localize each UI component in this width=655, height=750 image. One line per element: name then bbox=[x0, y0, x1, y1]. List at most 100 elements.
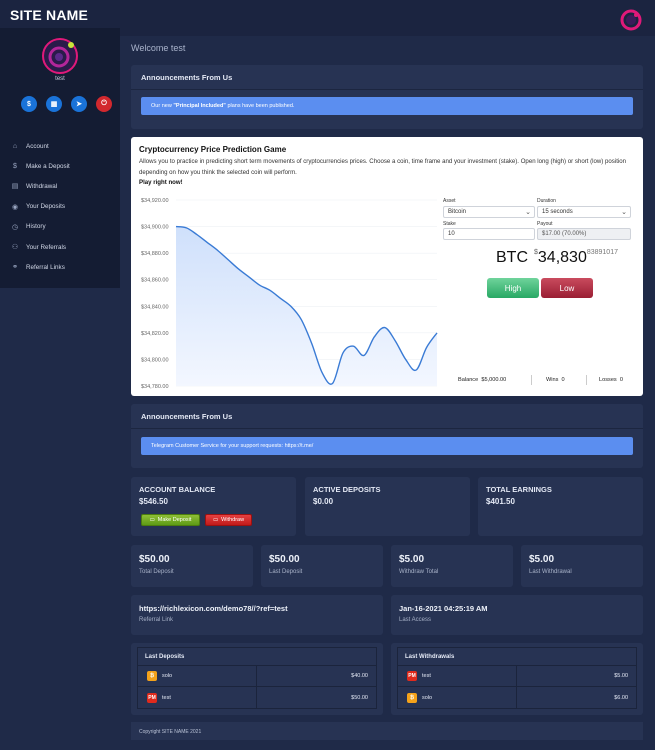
last-withdrawals-table: Last Withdrawals PM test $5.00 ₿ solo $6.0… bbox=[397, 647, 637, 709]
last-deposits-panel: Last Deposits ₿ solo $40.00 PM test $50.00 bbox=[131, 643, 383, 715]
divider bbox=[586, 375, 587, 385]
panel-title: Announcements From Us bbox=[141, 412, 233, 421]
stat-card: $50.00 Last Deposit bbox=[261, 545, 383, 587]
announcement-prefix: Our new bbox=[151, 103, 174, 109]
bitcoin-icon: ₿ bbox=[147, 671, 157, 681]
losses-stat: Losses 0 bbox=[599, 377, 623, 383]
stat-card: $50.00 Total Deposit bbox=[131, 545, 253, 587]
sidebar-item-history[interactable]: ◷ History bbox=[0, 217, 120, 237]
balance-label: Balance bbox=[458, 377, 479, 383]
welcome-heading: Welcome test bbox=[131, 43, 186, 53]
sidebar-item-label: Your Referrals bbox=[26, 243, 67, 251]
row-user: solo bbox=[162, 673, 173, 679]
sidebar-item-your-deposits[interactable]: ◉ Your Deposits bbox=[0, 197, 120, 217]
link-icon: ⚭ bbox=[12, 264, 18, 272]
stat-label: Last Deposit bbox=[269, 569, 303, 575]
divider bbox=[131, 428, 643, 429]
announcement-bold: "Principal Included" bbox=[173, 103, 226, 109]
table-row: PM test $50.00 bbox=[138, 687, 376, 708]
sidebar-nav: ⌂ Account $ Make a Deposit ▤ Withdrawal ◉ Yo… bbox=[0, 136, 120, 277]
last-withdrawals-panel: Last Withdrawals PM test $5.00 ₿ solo $6.0… bbox=[391, 643, 643, 715]
low-button[interactable]: Low bbox=[541, 278, 593, 298]
stake-input[interactable]: 10 bbox=[443, 228, 535, 240]
home-icon: ⌂ bbox=[12, 142, 18, 150]
table-row: ₿ solo $40.00 bbox=[138, 666, 376, 687]
table-row: PM test $5.00 bbox=[398, 666, 636, 687]
referral-link-card: https://richlexicon.com/demo78//?ref=tes… bbox=[131, 595, 383, 635]
make-deposit-label: Make Deposit bbox=[157, 517, 192, 523]
stake-label: Stake bbox=[443, 221, 456, 227]
telegram-icon[interactable]: ➤ bbox=[71, 96, 87, 112]
balance-stat: Balance $5,000.00 bbox=[458, 377, 506, 383]
account-balance-card: ACCOUNT BALANCE $546.50 ▭ Make Deposit ▭ W… bbox=[131, 477, 296, 536]
row-amount: $40.00 bbox=[351, 673, 368, 679]
row-user: test bbox=[162, 694, 171, 701]
sidebar-item-label: Withdrawal bbox=[26, 182, 58, 190]
balance-value: $5,000.00 bbox=[481, 377, 507, 383]
row-amount: $5.00 bbox=[614, 673, 628, 679]
cart-icon: ◉ bbox=[11, 203, 19, 211]
last-access-label: Last Access bbox=[399, 617, 432, 623]
divider bbox=[131, 89, 643, 90]
divider bbox=[531, 375, 532, 385]
row-amount: $6.00 bbox=[614, 694, 628, 701]
wins-stat: Wins 0 bbox=[546, 377, 565, 383]
avatar[interactable] bbox=[42, 38, 78, 74]
table-header: Last Withdrawals bbox=[398, 648, 636, 666]
stat-value: $5.00 bbox=[399, 554, 425, 565]
wallet-icon[interactable]: ▦ bbox=[46, 96, 62, 112]
table-row: ₿ solo $6.00 bbox=[398, 687, 636, 708]
sidebar-item-your-referrals[interactable]: ⚇ Your Referrals bbox=[0, 237, 120, 257]
referral-link-label: Referral Link bbox=[139, 617, 174, 623]
withdraw-button[interactable]: ▭ Withdraw bbox=[205, 514, 252, 526]
y-tick-label: $34,820.00 bbox=[141, 331, 169, 337]
game-cta: Play right now! bbox=[139, 179, 183, 186]
announcements-panel: Announcements From Us Our new "Principal… bbox=[131, 65, 643, 129]
losses-label: Losses bbox=[599, 377, 617, 383]
sidebar-item-withdrawal[interactable]: ▤ Withdrawal bbox=[0, 176, 120, 196]
asset-select[interactable]: Bitcoin ⌄ bbox=[443, 206, 535, 218]
sidebar-item-make-deposit[interactable]: $ Make a Deposit bbox=[0, 156, 120, 176]
wins-value: 0 bbox=[561, 377, 565, 383]
game-description: Allows you to practice in predicting sho… bbox=[139, 157, 639, 189]
ring-logo-icon[interactable] bbox=[620, 9, 642, 31]
sidebar-item-label: Account bbox=[26, 142, 49, 150]
total-earnings-value: $401.50 bbox=[486, 497, 515, 506]
referral-link[interactable]: https://richlexicon.com/demo78//?ref=tes… bbox=[139, 604, 288, 613]
y-tick-label: $34,800.00 bbox=[141, 357, 169, 363]
price-chart: $34,920.00 $34,900.00 $34,880.00 $34,860.00… bbox=[141, 198, 438, 390]
account-balance-value: $546.50 bbox=[139, 497, 168, 506]
card-icon: ▭ bbox=[212, 517, 219, 523]
y-tick-label: $34,860.00 bbox=[141, 278, 169, 284]
duration-select[interactable]: 15 seconds ⌄ bbox=[537, 206, 631, 218]
sidebar-item-account[interactable]: ⌂ Account bbox=[0, 136, 120, 156]
telegram-link[interactable]: https://t.me/ bbox=[284, 443, 314, 449]
power-icon[interactable]: ⏻ bbox=[96, 96, 112, 112]
payout-field: $17.00 (70.00%) bbox=[537, 228, 631, 240]
high-button[interactable]: High bbox=[487, 278, 539, 298]
y-tick-label: $34,920.00 bbox=[141, 198, 169, 204]
site-name[interactable]: SITE NAME bbox=[10, 7, 89, 23]
dollar-icon: $ bbox=[13, 162, 17, 170]
stat-value: $50.00 bbox=[139, 554, 170, 565]
asset-value: Bitcoin bbox=[448, 209, 467, 215]
quick-actions: $ ▦ ➤ ⏻ bbox=[21, 96, 112, 112]
losses-value: 0 bbox=[619, 377, 623, 383]
dollar-icon[interactable]: $ bbox=[21, 96, 37, 112]
card-title: ACCOUNT BALANCE bbox=[139, 485, 216, 494]
announcement-suffix: plans have been published. bbox=[225, 103, 295, 109]
announcement-alert: Telegram Customer Service for your suppo… bbox=[141, 437, 633, 455]
row-user: solo bbox=[422, 694, 433, 701]
sidebar-item-referral-links[interactable]: ⚭ Referral Links bbox=[0, 257, 120, 277]
card-title: ACTIVE DEPOSITS bbox=[313, 485, 381, 494]
price-integer: 34,830 bbox=[537, 249, 587, 266]
username: test bbox=[55, 76, 65, 82]
y-tick-label: $34,780.00 bbox=[141, 384, 169, 390]
wins-label: Wins bbox=[546, 377, 559, 383]
announcement-alert: Our new "Principal Included" plans have … bbox=[141, 97, 633, 115]
sidebar-item-label: Referral Links bbox=[26, 263, 65, 271]
total-earnings-card: TOTAL EARNINGS $401.50 bbox=[478, 477, 643, 536]
asset-label: Asset bbox=[443, 198, 456, 204]
price-prediction-game: Cryptocurrency Price Prediction Game All… bbox=[131, 137, 643, 396]
make-deposit-button[interactable]: ▭ Make Deposit bbox=[141, 514, 200, 526]
